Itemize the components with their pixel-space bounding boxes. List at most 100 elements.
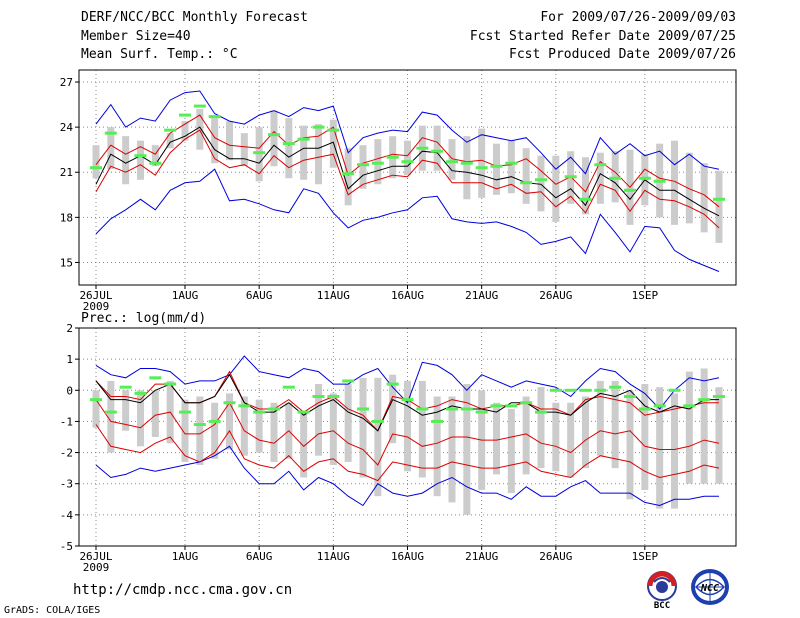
ensemble-box [700, 163, 708, 233]
x-tick-label: 6AUG [246, 550, 273, 563]
obs-marker [297, 410, 310, 414]
ensemble-box [493, 402, 500, 475]
obs-marker [282, 385, 295, 389]
obs-marker [535, 178, 547, 182]
bcc-logo-text: BCC [654, 601, 670, 610]
obs-marker [683, 404, 696, 408]
obs-marker [446, 160, 458, 164]
x-tick-label: 1SEP [632, 550, 659, 563]
ensemble-box [567, 402, 575, 478]
obs-marker [564, 388, 577, 392]
ensemble-box [463, 384, 471, 515]
ensemble-box [507, 408, 515, 494]
obs-marker [505, 161, 518, 165]
ensemble-box [582, 396, 589, 469]
obs-marker [104, 131, 117, 135]
ensemble-box [255, 127, 263, 182]
obs-marker [431, 149, 444, 153]
obs-marker [253, 151, 266, 155]
obs-marker [475, 410, 488, 414]
obs-marker [549, 388, 562, 392]
ensemble-box [137, 390, 144, 447]
ensemble-box [507, 140, 515, 194]
x-tick-label: 21AUG [465, 550, 498, 563]
forecast-period: For 2009/07/26-2009/09/03 [540, 10, 736, 25]
ensemble-box [493, 143, 500, 195]
obs-marker [490, 404, 503, 408]
obs-marker [609, 176, 622, 180]
ensemble-box [715, 387, 723, 484]
x-tick-label: 11AUG [317, 550, 350, 563]
obs-marker [713, 395, 725, 399]
obs-marker [490, 164, 503, 168]
ensemble-box [226, 121, 233, 161]
obs-marker [401, 160, 414, 164]
x-tick-label: 26JUL [79, 289, 112, 302]
ensemble-box [448, 396, 456, 503]
ensemble-box [522, 396, 530, 475]
ensemble-box [359, 377, 367, 478]
y-tick-label: -4 [60, 509, 74, 522]
ensemble-box [582, 157, 589, 215]
ensemble-box [433, 396, 441, 497]
obs-marker [460, 161, 473, 165]
obs-marker [371, 419, 384, 423]
obs-marker [238, 404, 251, 408]
ensemble-box [700, 368, 708, 484]
ensemble-box [537, 387, 545, 469]
ensemble-box [404, 140, 411, 176]
bcc-logo-icon: BCC [647, 571, 677, 610]
obs-marker [653, 179, 666, 183]
obs-marker [104, 410, 117, 414]
footer-url[interactable]: http://cmdp.ncc.cma.gov.cn [73, 582, 293, 598]
ensemble-box [611, 151, 619, 203]
obs-marker [90, 166, 102, 170]
x-tick-label: 26JUL [79, 550, 112, 563]
ensemble-box [300, 125, 308, 180]
ensemble-box [418, 380, 426, 478]
member-size: Member Size=40 [81, 29, 191, 44]
series-line-lower [95, 399, 720, 466]
ensemble-box [226, 393, 233, 450]
ensemble-box [240, 133, 248, 167]
series-line-mean [95, 126, 720, 217]
ensemble-box [300, 412, 308, 478]
y-tick-label: -1 [60, 415, 73, 428]
obs-marker [134, 391, 147, 395]
series-line-upper [95, 114, 720, 208]
ensemble-box [122, 136, 130, 185]
x-tick-label: 1AUG [172, 550, 199, 563]
y-tick-label: 24 [60, 121, 74, 134]
obs-marker [223, 401, 236, 405]
obs-marker [520, 401, 533, 405]
ensemble-box [211, 118, 219, 164]
ensemble-box [107, 127, 115, 170]
obs-marker [208, 419, 221, 423]
series-line-mean [95, 373, 719, 432]
y-tick-label: -2 [60, 447, 73, 460]
obs-marker [624, 395, 636, 399]
ensemble-box [255, 399, 263, 453]
obs-marker [638, 407, 651, 411]
y-tick-label: 15 [60, 256, 73, 269]
obs-marker [342, 172, 355, 176]
obs-marker [342, 379, 355, 383]
ensemble-box [151, 390, 159, 437]
ensemble-box [196, 396, 204, 466]
ensemble-box [344, 148, 352, 206]
ensemble-box [344, 384, 352, 462]
obs-marker [416, 146, 429, 150]
obs-marker [164, 382, 177, 386]
obs-marker [653, 404, 666, 408]
prec-label: Prec.: log(mm/d) [81, 311, 207, 326]
x-tick-label: 11AUG [317, 289, 350, 302]
x-tick-label: 16AUG [391, 289, 424, 302]
x-tick-label: 26AUG [539, 550, 572, 563]
ensemble-box [671, 140, 678, 225]
obs-marker [179, 410, 191, 414]
ensemble-box [137, 140, 144, 180]
ensemble-box [270, 402, 278, 462]
obs-marker [579, 197, 592, 201]
ensemble-box [92, 390, 100, 428]
